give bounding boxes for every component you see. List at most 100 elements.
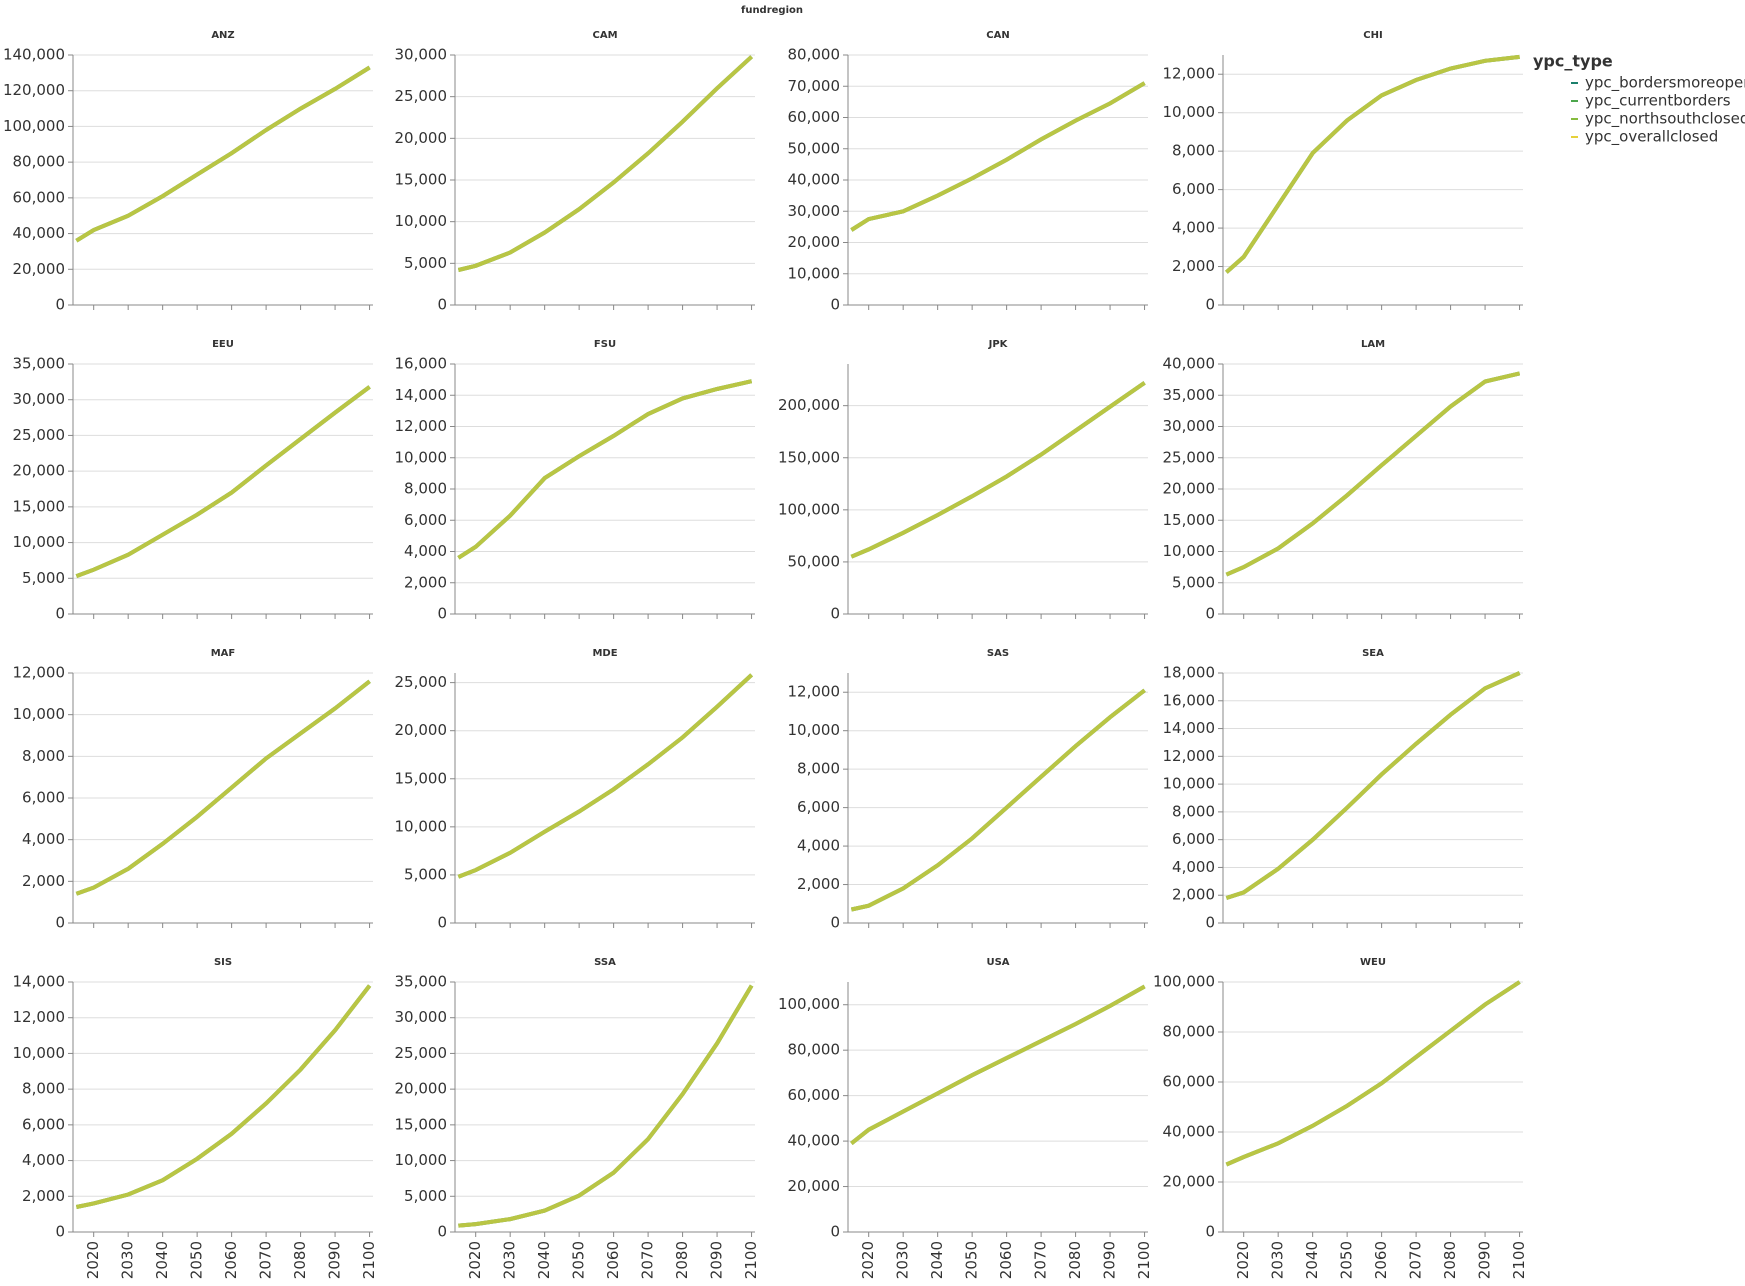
y-tick-label: 80,000	[788, 46, 841, 64]
series-line	[75, 385, 371, 578]
y-tick-label: 2,000	[22, 1187, 65, 1205]
y-tick-label: 12,000	[788, 683, 841, 701]
facet-title: ANZ	[211, 30, 234, 41]
x-tick-label: 2070	[1407, 1241, 1425, 1279]
x-tick-label: 2080	[291, 1241, 309, 1279]
series-line	[457, 379, 753, 560]
y-tick-label: 30,000	[788, 202, 841, 220]
series-line	[458, 984, 754, 1228]
y-tick-label: 14,000	[13, 973, 66, 991]
y-tick-label: 4,000	[22, 830, 65, 848]
facet-title: USA	[986, 957, 1009, 968]
y-tick-label: 60,000	[788, 1086, 841, 1104]
series-line	[850, 381, 1146, 559]
y-tick-label: 6,000	[22, 1115, 65, 1133]
x-tick-label: 2080	[1441, 1241, 1459, 1279]
y-tick-label: 15,000	[395, 1115, 448, 1133]
y-tick-label: 10,000	[13, 533, 66, 551]
y-tick-label: 15,000	[395, 769, 448, 787]
y-tick-label: 100,000	[1153, 973, 1215, 991]
series-line	[1225, 671, 1521, 900]
series-line	[75, 65, 371, 243]
y-tick-label: 70,000	[788, 77, 841, 95]
y-tick-label: 16,000	[395, 355, 448, 373]
x-tick-label: 2030	[119, 1241, 137, 1279]
y-tick-label: 10,000	[788, 721, 841, 739]
x-tick-label: 2050	[963, 1241, 981, 1279]
y-tick-label: 50,000	[788, 552, 841, 570]
series-line	[457, 55, 753, 272]
facet-title: WEU	[1360, 957, 1386, 968]
series-line	[75, 385, 371, 578]
y-tick-label: 12,000	[13, 1008, 66, 1026]
legend-label: ypc_northsouthclosed	[1585, 110, 1745, 129]
facet-title: SIS	[214, 957, 232, 968]
y-tick-label: 20,000	[395, 1080, 448, 1098]
y-tick-label: 6,000	[404, 511, 447, 529]
y-tick-label: 14,000	[395, 386, 448, 404]
y-tick-label: 0	[1205, 605, 1215, 623]
series-line	[458, 984, 754, 1228]
x-tick-label: 2040	[928, 1241, 946, 1279]
series-line	[75, 984, 372, 1209]
y-tick-label: 60,000	[1163, 1073, 1216, 1091]
series-line	[850, 688, 1146, 912]
y-tick-label: 5,000	[1172, 573, 1215, 591]
facet-title: EEU	[212, 339, 234, 350]
series-line	[75, 984, 372, 1209]
x-tick-label: 2090	[1476, 1241, 1494, 1279]
y-tick-label: 8,000	[22, 747, 65, 765]
y-tick-label: 10,000	[13, 705, 66, 723]
y-tick-label: 50,000	[788, 139, 841, 157]
y-tick-label: 60,000	[788, 108, 841, 126]
y-tick-label: 80,000	[13, 153, 66, 171]
y-tick-label: 200,000	[778, 396, 840, 414]
x-tick-label: 2090	[1101, 1241, 1119, 1279]
y-tick-label: 10,000	[395, 212, 448, 230]
x-tick-label: 2030	[894, 1241, 912, 1279]
y-tick-label: 35,000	[1163, 386, 1216, 404]
series-line	[1225, 54, 1520, 274]
y-tick-label: 30,000	[395, 1008, 448, 1026]
y-tick-label: 4,000	[1172, 858, 1215, 876]
facet-title: SAS	[987, 648, 1009, 659]
y-tick-label: 2,000	[404, 573, 447, 591]
facet-title: MDE	[592, 648, 617, 659]
x-tick-label: 2040	[153, 1241, 171, 1279]
y-tick-label: 10,000	[395, 817, 448, 835]
x-tick-label: 2070	[639, 1241, 657, 1279]
y-tick-label: 12,000	[395, 417, 448, 435]
x-tick-label: 2080	[673, 1241, 691, 1279]
x-tick-label: 2100	[1135, 1241, 1153, 1279]
y-tick-label: 25,000	[395, 87, 448, 105]
x-tick-label: 2060	[222, 1241, 240, 1279]
y-tick-label: 20,000	[1163, 1173, 1216, 1191]
x-tick-label: 2100	[360, 1241, 378, 1279]
facet-title: JPK	[988, 339, 1009, 350]
y-tick-label: 10,000	[395, 448, 448, 466]
series-line	[850, 381, 1146, 559]
y-tick-label: 25,000	[395, 673, 448, 691]
x-tick-label: 2050	[570, 1241, 588, 1279]
y-tick-label: 35,000	[395, 973, 448, 991]
series-line	[850, 381, 1146, 559]
facet-title: SSA	[594, 957, 616, 968]
y-tick-label: 0	[1205, 296, 1215, 314]
y-tick-label: 12,000	[1163, 747, 1216, 765]
y-tick-label: 30,000	[1163, 417, 1216, 435]
y-tick-label: 100,000	[778, 995, 840, 1013]
y-tick-label: 120,000	[3, 81, 65, 99]
y-tick-label: 40,000	[1163, 1123, 1216, 1141]
y-tick-label: 10,000	[395, 1151, 448, 1169]
y-tick-label: 20,000	[395, 129, 448, 147]
y-tick-label: 5,000	[404, 865, 447, 883]
y-tick-label: 100,000	[778, 500, 840, 518]
y-tick-label: 0	[437, 296, 447, 314]
series-line	[457, 55, 753, 272]
series-line	[850, 81, 1146, 232]
facet-title: MAF	[211, 648, 236, 659]
x-tick-label: 2050	[1338, 1241, 1356, 1279]
series-line	[457, 673, 753, 879]
y-tick-label: 10,000	[13, 1044, 66, 1062]
